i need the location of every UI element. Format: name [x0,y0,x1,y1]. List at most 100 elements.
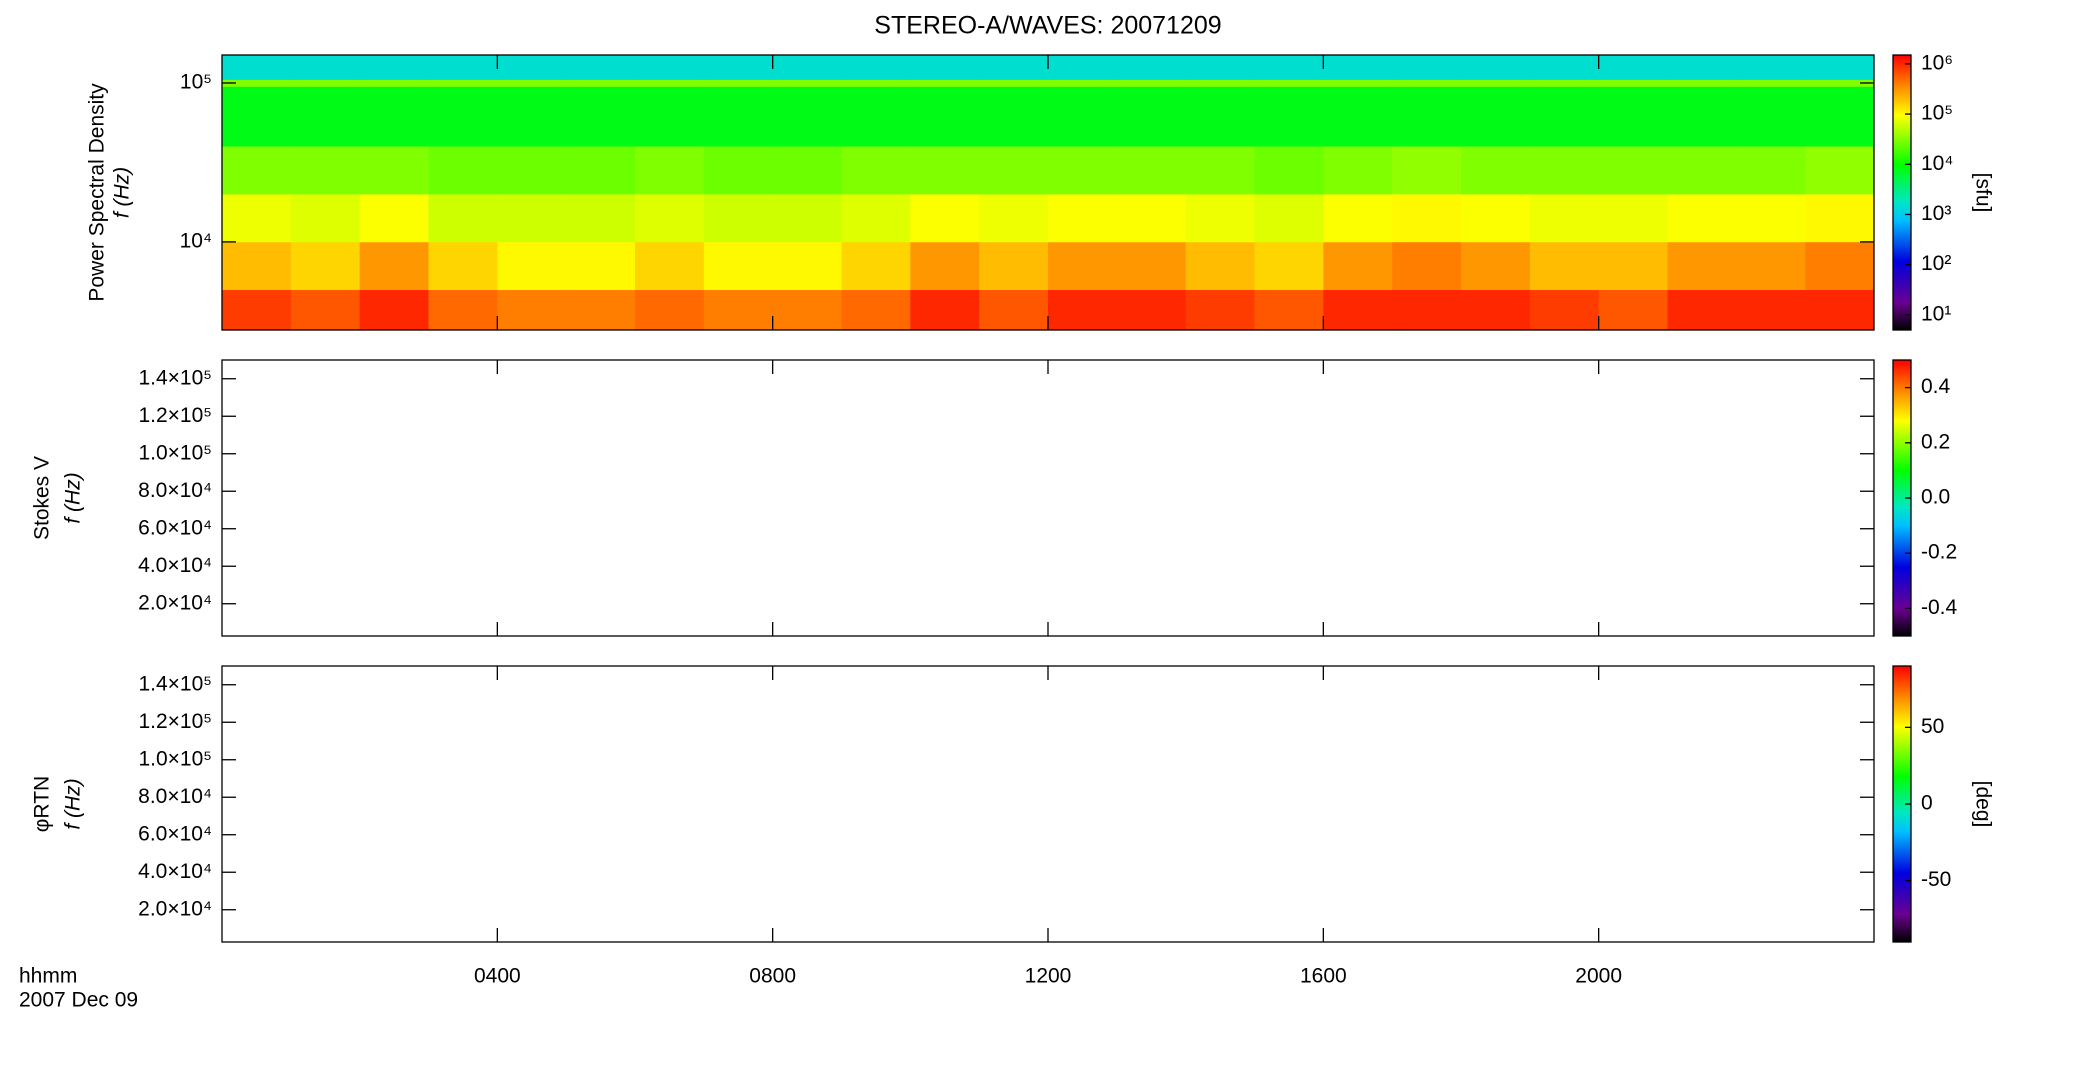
heatmap-cell [1667,241,1737,291]
heatmap-cell [1185,289,1255,331]
y-tick-label: 4.0×10⁴ [138,860,212,883]
heatmap-cell [703,79,774,87]
heatmap-cell [1323,55,1393,80]
heatmap-cell [1116,289,1187,331]
y-tick-label: 8.0×10⁴ [138,785,212,808]
y-tick-label: 1.2×10⁵ [138,404,212,427]
heatmap-cell [1254,241,1324,291]
heatmap-cell [1529,86,1600,147]
heatmap-cell [428,86,498,147]
heatmap-cell [1805,86,1875,147]
chart-title: STEREO-A/WAVES: 20071209 [874,12,1221,40]
colorbar-tick-label: 0.2 [1921,430,1950,453]
y-tick-label: 10⁴ [180,229,212,252]
colorbar-tick-label: -50 [1921,868,1951,891]
y-tick-label: 8.0×10⁴ [138,479,212,502]
heatmap-cell [566,289,636,331]
heatmap-cell [1323,241,1393,291]
heatmap-cell [1323,289,1393,331]
heatmap-cell [703,55,774,80]
y-tick-label: 1.4×10⁵ [138,672,212,695]
colorbar-tick-label: 10⁴ [1921,152,1953,175]
x-tick-label: 1200 [1025,965,1072,988]
heatmap-cell [1048,55,1118,80]
y-tick-label: 4.0×10⁴ [138,554,212,577]
heatmap-cell [1048,194,1118,243]
heatmap-cell [1392,241,1462,291]
heatmap-cell [635,194,705,243]
heatmap-cell [1185,86,1255,147]
y-tick-label: 2.0×10⁴ [138,897,212,920]
heatmap-cell [1736,146,1806,195]
x-tick-label: 0800 [749,965,796,988]
heatmap-cell [290,241,361,291]
heatmap-cell [1461,55,1531,80]
heatmap-cell [1254,289,1324,331]
heatmap-cell [290,289,361,331]
heatmap-cell [1667,79,1737,87]
heatmap-cell [1392,86,1462,147]
heatmap-cell [359,79,429,87]
colorbar-tick-label: 10² [1921,252,1951,275]
heatmap-cell [222,241,292,291]
heatmap-cell [772,194,842,243]
heatmap-cell [910,79,980,87]
colorbar-tick-label: 10¹ [1921,302,1951,325]
heatmap-cell [359,55,429,80]
heatmap-cell [222,86,292,147]
heatmap-cell [222,194,292,243]
heatmap-cell [635,289,705,331]
heatmap-cell [910,289,980,331]
heatmap-cell [1323,79,1393,87]
heatmap-cell [703,194,774,243]
heatmap-cell [1392,55,1462,80]
heatmap-cell [566,241,636,291]
colorbar-label: [deg] [1971,781,1994,828]
heatmap-cell [1805,55,1875,80]
heatmap-cell [566,55,636,80]
heatmap-cell [1667,55,1737,80]
heatmap-cell [1392,79,1462,87]
heatmap-cell [1185,146,1255,195]
heatmap-cell [1254,146,1324,195]
heatmap-cell [497,289,567,331]
heatmap-cell [1048,241,1118,291]
y-axis-label: φRTN [31,776,54,832]
heatmap-cell [979,289,1049,331]
heatmap-cell [1048,86,1118,147]
y-axis-label: Power Spectral Density [86,83,109,302]
heatmap-cell [1736,194,1806,243]
heatmap-cell [1598,55,1668,80]
heatmap-cell [497,194,567,243]
x-tick-label: 2000 [1575,965,1622,988]
heatmap-cell [1116,146,1187,195]
heatmap-cell [772,241,842,291]
y-tick-label: 1.0×10⁵ [138,441,212,464]
heatmap-cell [222,289,292,331]
colorbar [1892,54,1912,331]
heatmap-cell [497,146,567,195]
heatmap-cell [1529,79,1600,87]
heatmap-cell [703,241,774,291]
x-tick-label: 0400 [474,965,521,988]
heatmap-cell [1805,146,1875,195]
heatmap-cell [428,289,498,331]
heatmap-cell [635,79,705,87]
heatmap-cell [1048,146,1118,195]
heatmap-cell [1736,241,1806,291]
heatmap-cell [1048,79,1118,87]
y-tick-label: 1.2×10⁵ [138,710,212,733]
heatmap-cell [566,79,636,87]
heatmap-cell [1461,86,1531,147]
heatmap-cell [290,86,361,147]
heatmap-cell [841,289,911,331]
heatmap-cell [428,146,498,195]
colorbar-tick-label: 0.4 [1921,375,1951,398]
y-tick-label: 1.4×10⁵ [138,366,212,389]
heatmap-cell [1461,241,1531,291]
y-tick-label: 10⁵ [180,71,212,94]
heatmap-cell [841,55,911,80]
y-tick-label: 6.0×10⁴ [138,516,212,539]
heatmap-cell [979,146,1049,195]
heatmap-cell [1598,146,1668,195]
